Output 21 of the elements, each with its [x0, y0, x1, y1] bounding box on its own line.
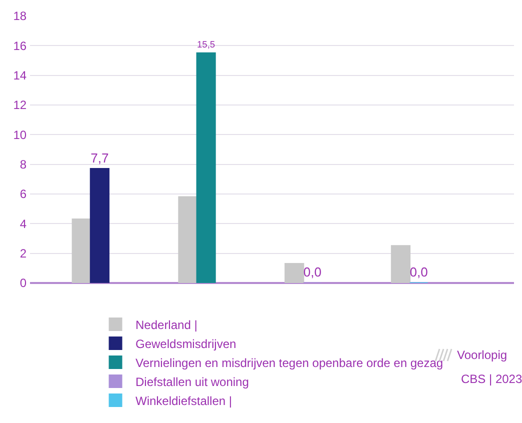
y-tick-label: 14 [13, 68, 27, 83]
legend-label: Diefstallen uit woning [136, 374, 249, 389]
y-tick-label: 18 [13, 9, 27, 24]
legend-label: Geweldsmisdrijven [136, 336, 236, 351]
y-tick-label: 8 [20, 158, 27, 172]
text: Voorlopig [457, 348, 508, 362]
y-tick-label: 10 [13, 128, 27, 142]
text: CBS | 2023 [461, 372, 522, 386]
legend-label: Nederland | [136, 318, 198, 332]
data-label: 7,7 [90, 150, 109, 166]
y-tick-label: 16 [13, 38, 27, 53]
data-label: 0,0 [410, 264, 428, 280]
data-label: 15,5 [197, 40, 216, 50]
legend-label: Winkeldiefstallen | [136, 394, 232, 408]
y-tick-label: 2 [20, 246, 27, 261]
y-tick-label: 6 [20, 187, 27, 202]
y-tick-label: 0 [20, 276, 27, 290]
data-label: 0,0 [303, 264, 322, 280]
y-tick-label: 12 [13, 98, 27, 112]
y-tick-label: 4 [20, 216, 27, 231]
legend-label: Vernielingen en misdrijven tegen openbare orde en gezag [136, 356, 444, 370]
